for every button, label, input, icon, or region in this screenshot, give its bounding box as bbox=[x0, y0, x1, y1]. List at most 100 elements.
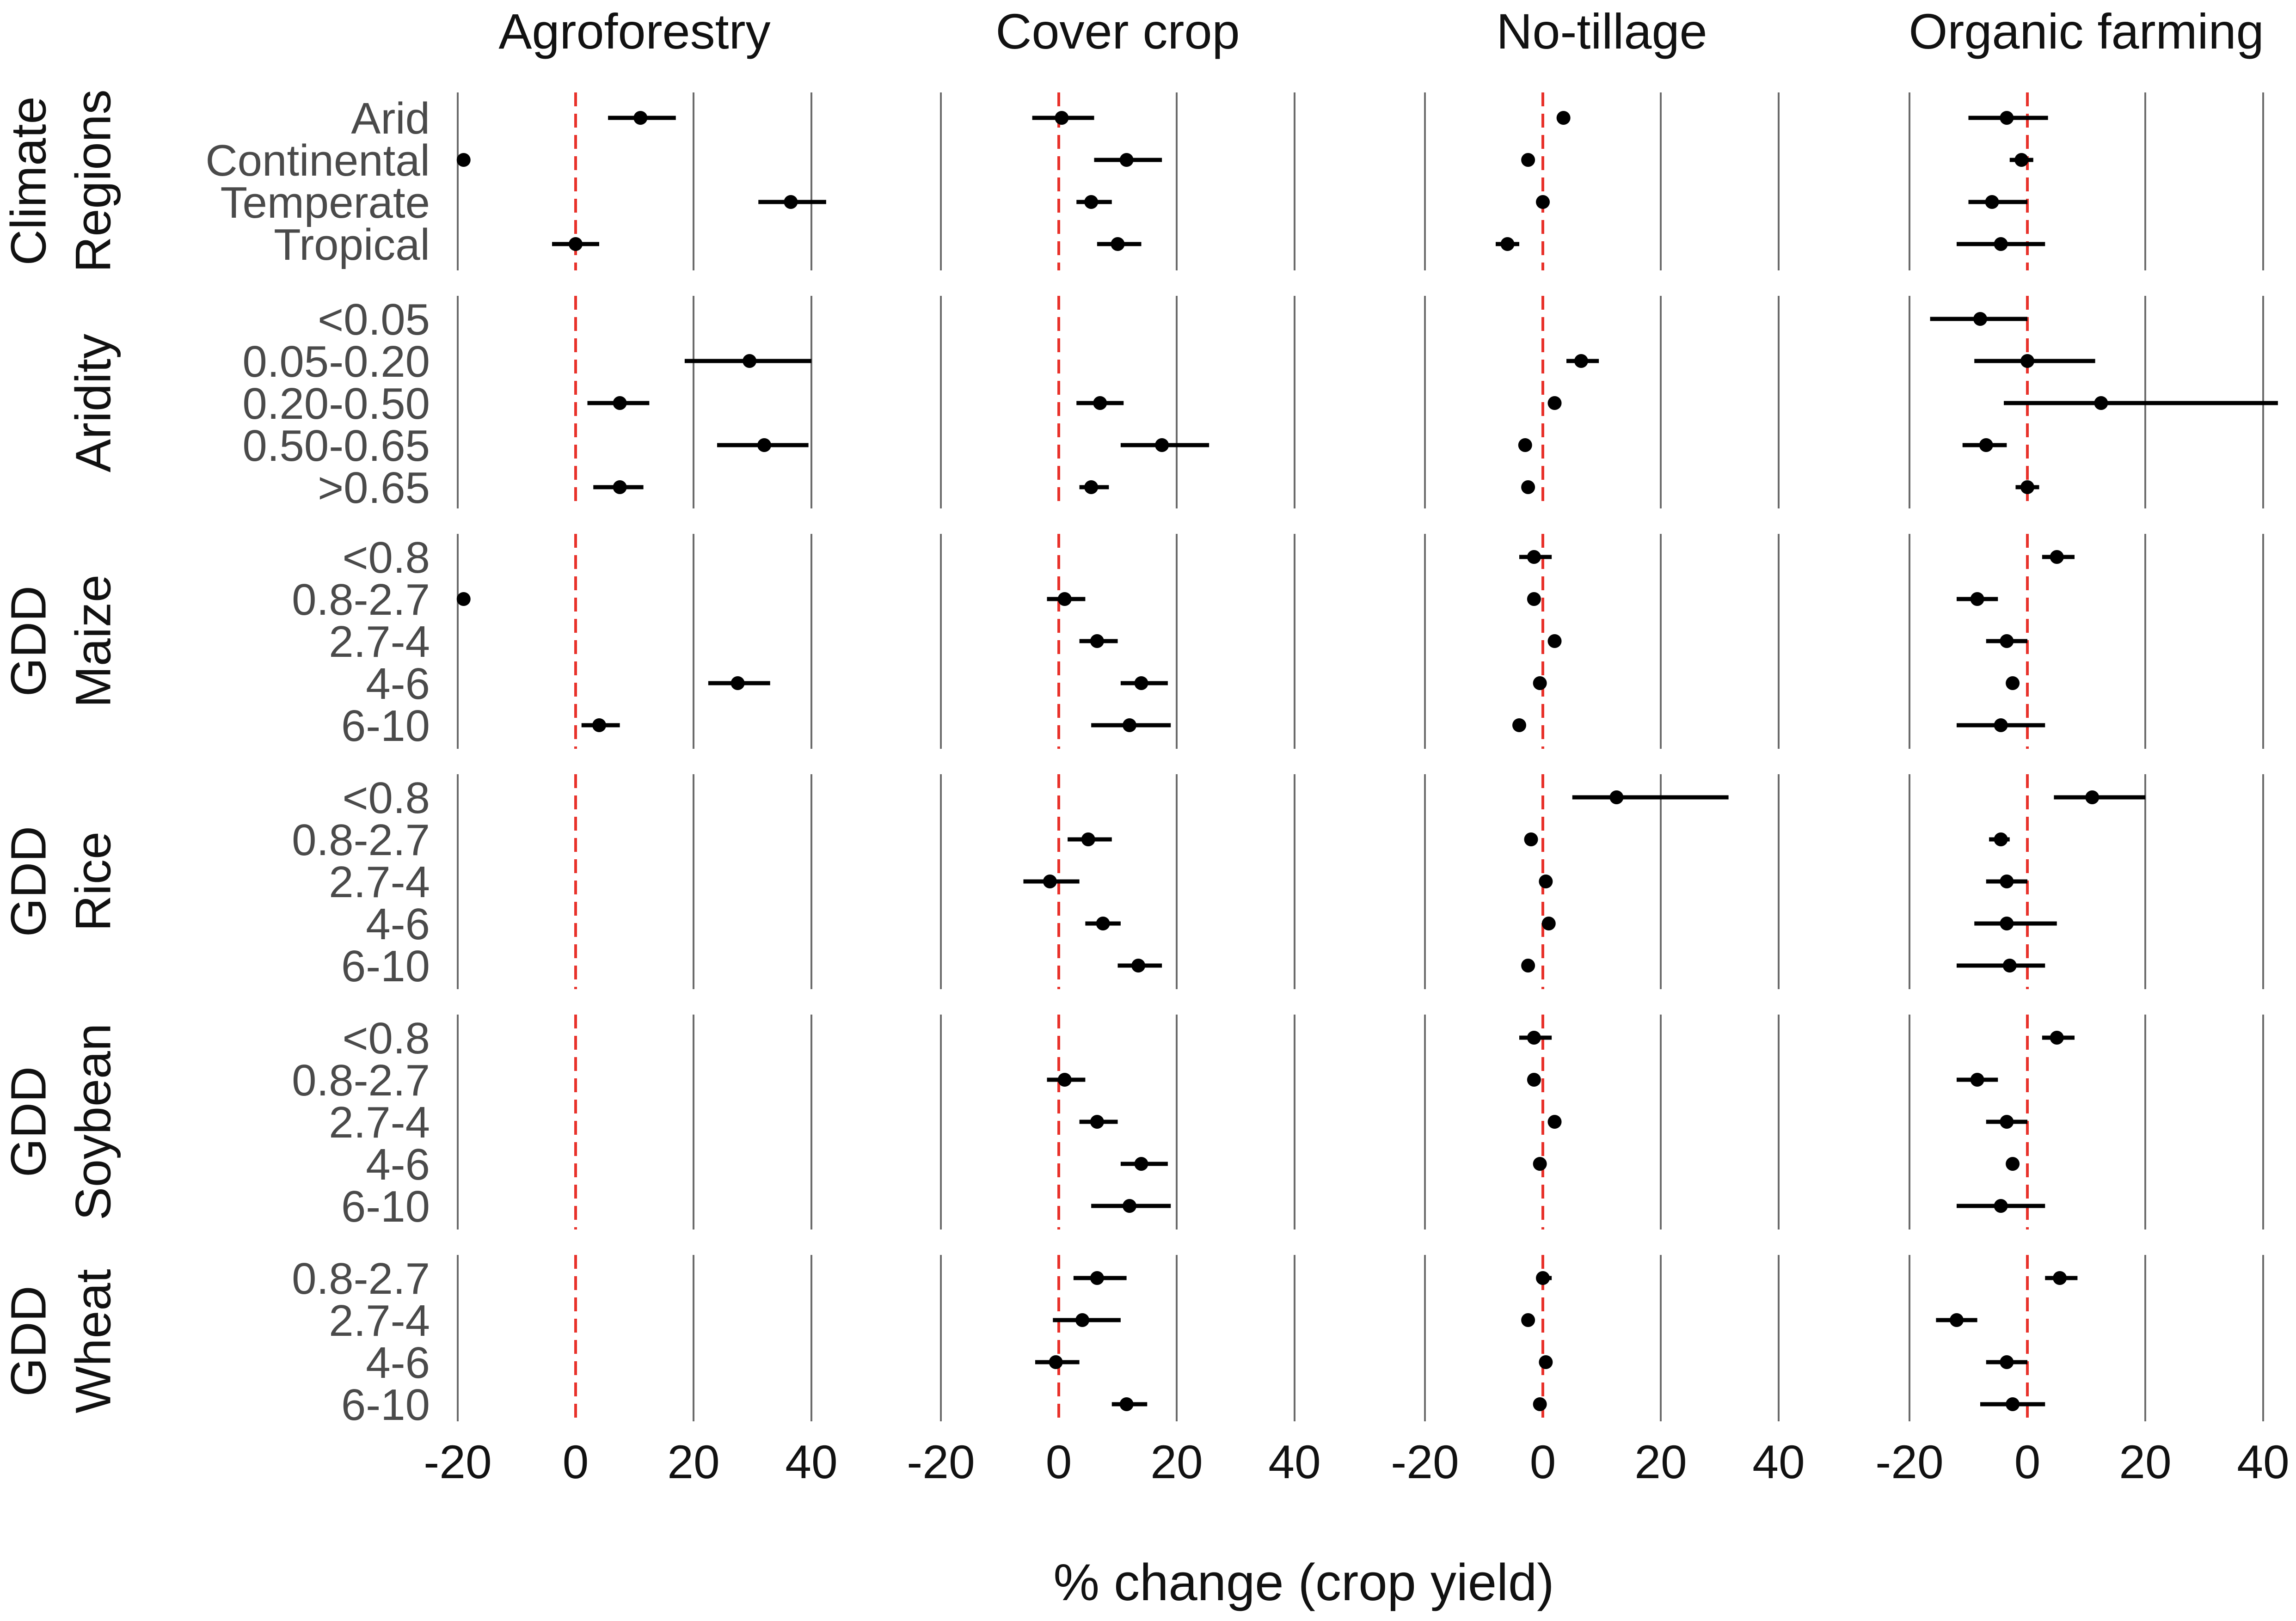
x-tick-label: -20 bbox=[1875, 1436, 1943, 1488]
estimate-point bbox=[1609, 790, 1624, 804]
estimate-point bbox=[1131, 959, 1146, 973]
estimate-point bbox=[2053, 1271, 2067, 1285]
estimate-point bbox=[2000, 634, 2014, 648]
facet-label: Aridity bbox=[65, 334, 121, 472]
estimate-point bbox=[1512, 718, 1526, 732]
estimate-point bbox=[1527, 1073, 1541, 1087]
grid-layer bbox=[457, 92, 2264, 1421]
estimate-point bbox=[1123, 718, 1136, 732]
estimate-point bbox=[2020, 480, 2034, 494]
x-tick-label: 40 bbox=[785, 1436, 837, 1488]
estimate-point bbox=[1574, 354, 1588, 368]
estimate-point bbox=[1090, 1271, 1104, 1285]
estimate-point bbox=[1521, 959, 1535, 973]
estimate-point bbox=[1521, 480, 1535, 494]
estimate-point bbox=[1043, 875, 1057, 888]
estimate-point bbox=[1533, 1397, 1547, 1411]
row-label: 0.8-2.7 bbox=[292, 575, 430, 624]
estimate-point bbox=[1527, 550, 1541, 564]
row-label: 4-6 bbox=[366, 899, 430, 949]
x-tick-label: 0 bbox=[2014, 1436, 2041, 1488]
x-tick-label: 20 bbox=[667, 1436, 719, 1488]
estimate-point bbox=[2006, 1157, 2020, 1171]
row-label: 6-10 bbox=[341, 1380, 430, 1430]
x-tick-label: 40 bbox=[1752, 1436, 1805, 1488]
row-label: 0.8-2.7 bbox=[292, 1254, 430, 1303]
estimate-point bbox=[1075, 1313, 1089, 1327]
estimate-point bbox=[1527, 592, 1541, 606]
estimate-point bbox=[1057, 1073, 1072, 1087]
x-tick-label: -20 bbox=[907, 1436, 975, 1488]
estimate-point bbox=[592, 718, 606, 732]
row-label: 4-6 bbox=[366, 1140, 430, 1189]
estimate-point bbox=[1134, 676, 1148, 690]
facet-label: GDD bbox=[0, 586, 56, 697]
row-label: <0.8 bbox=[342, 1014, 430, 1063]
estimate-point bbox=[1994, 1199, 2008, 1213]
estimate-point bbox=[1096, 917, 1110, 930]
estimate-point bbox=[2002, 959, 2017, 973]
estimate-point bbox=[1994, 718, 2008, 732]
estimate-point bbox=[1093, 396, 1107, 410]
estimate-point bbox=[1521, 153, 1535, 167]
row-label: 0.8-2.7 bbox=[292, 1056, 430, 1105]
estimate-point bbox=[1970, 592, 1984, 606]
estimate-point bbox=[1539, 875, 1553, 888]
estimate-point bbox=[2050, 550, 2064, 564]
estimate-point bbox=[1985, 195, 1999, 209]
x-tick-label: 40 bbox=[1268, 1436, 1320, 1488]
row-label: 6-10 bbox=[341, 942, 430, 991]
estimate-point bbox=[2020, 354, 2034, 368]
facet-label: Climate bbox=[0, 96, 56, 265]
row-label: Tropical bbox=[274, 220, 430, 269]
estimate-point bbox=[1524, 832, 1538, 846]
x-tick-label: 0 bbox=[563, 1436, 589, 1488]
row-label: 2.7-4 bbox=[329, 857, 430, 907]
x-tick-label: 20 bbox=[1634, 1436, 1687, 1488]
estimate-point bbox=[1533, 1157, 1547, 1171]
x-axis-label: % change (crop yield) bbox=[1053, 1554, 1554, 1611]
row-label: 2.7-4 bbox=[329, 1296, 430, 1346]
row-label: Arid bbox=[351, 94, 430, 143]
row-label: 2.7-4 bbox=[329, 617, 430, 667]
estimate-point bbox=[1950, 1313, 1964, 1327]
row-label: 0.8-2.7 bbox=[292, 815, 430, 865]
row-label: 0.20-0.50 bbox=[242, 379, 430, 428]
facet-label: Rice bbox=[65, 832, 121, 931]
row-label: 6-10 bbox=[341, 1182, 430, 1231]
x-tick-label: -20 bbox=[1391, 1436, 1459, 1488]
estimate-point bbox=[456, 153, 471, 167]
estimate-point bbox=[2050, 1031, 2064, 1045]
estimate-point bbox=[1084, 480, 1099, 494]
column-title-0: Agroforestry bbox=[498, 3, 770, 59]
estimate-point bbox=[633, 111, 648, 125]
estimate-point bbox=[1518, 438, 1532, 452]
row-label: Continental bbox=[205, 136, 430, 185]
estimate-point bbox=[1049, 1355, 1063, 1369]
facet-label: Wheat bbox=[65, 1269, 121, 1413]
estimate-point bbox=[613, 396, 627, 410]
x-tick-label: 0 bbox=[1046, 1436, 1072, 1488]
x-tick-label: 0 bbox=[1530, 1436, 1556, 1488]
estimate-point bbox=[743, 354, 757, 368]
facet-label: GDD bbox=[0, 826, 56, 937]
estimate-point bbox=[1055, 111, 1069, 125]
estimate-point bbox=[2000, 875, 2014, 888]
row-label: 6-10 bbox=[341, 701, 430, 751]
label-layer: Agroforestry Cover crop No-tillage Organic … bbox=[0, 3, 2290, 1488]
x-tick-label: -20 bbox=[424, 1436, 491, 1488]
estimate-point bbox=[1521, 1313, 1535, 1327]
estimate-point bbox=[1536, 195, 1550, 209]
estimate-point bbox=[1057, 592, 1072, 606]
x-tick-label: 20 bbox=[2119, 1436, 2171, 1488]
estimate-point bbox=[1547, 634, 1562, 648]
estimate-point bbox=[1111, 237, 1125, 251]
estimate-point bbox=[1970, 1073, 1984, 1087]
estimate-point bbox=[1119, 153, 1134, 167]
estimate-point bbox=[2085, 790, 2100, 804]
row-label: 0.05-0.20 bbox=[242, 337, 430, 386]
facet-label: Soybean bbox=[65, 1023, 121, 1220]
row-label: 2.7-4 bbox=[329, 1098, 430, 1147]
estimate-point bbox=[1994, 237, 2008, 251]
